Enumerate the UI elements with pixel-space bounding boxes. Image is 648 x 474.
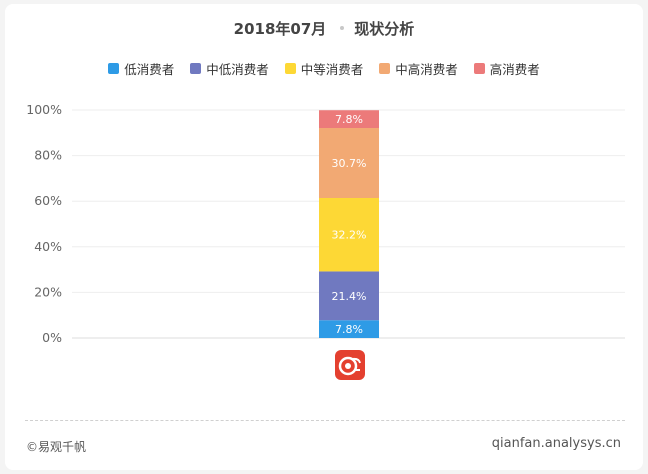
chart-card: 2018年07月 现状分析 低消费者 中低消费者 中等消费者 中高消费者 高消费者 0% 2… [5,4,643,470]
data-label: 21.4% [332,290,367,303]
title-separator-dot [340,25,345,30]
chart-legend: 低消费者 中低消费者 中等消费者 中高消费者 高消费者 [5,59,643,78]
legend-swatch [190,63,202,74]
data-label: 7.8% [335,323,363,336]
title-date: 2018年07月 [233,20,327,38]
data-label: 32.2% [332,229,367,242]
data-label: 30.7% [332,157,367,170]
legend-item: 低消费者 [108,59,174,78]
bar-segment [319,198,379,272]
legend-item: 中高消费者 [379,59,458,78]
legend-label: 低消费者 [124,62,175,77]
y-tick-label: 40% [34,239,62,254]
y-tick-label: 0% [42,330,62,345]
legend-item: 中等消费者 [284,59,364,78]
y-tick-label: 100% [26,102,62,117]
legend-item: 高消费者 [473,59,540,78]
stacked-bar-chart: 0% 20% 40% 60% 80% 100% 7.8% 21.4% 32.2% 30.7% 7.8… [26,102,625,345]
legend-label: 中高消费者 [395,62,458,77]
legend-label: 高消费者 [489,62,540,77]
y-tick-label: 20% [34,284,62,299]
chart-title: 2018年07月 现状分析 [5,18,643,39]
legend-label: 中等消费者 [300,62,364,77]
legend-item: 中低消费者 [190,59,269,78]
data-label: 7.8% [335,113,363,126]
bar-segment [319,320,379,338]
footer-website: qianfan.analysys.cn [491,436,621,451]
footer-copyright: ©易观千帆 [26,440,87,454]
footer-divider [25,420,625,421]
app-logo-icon [335,350,365,380]
title-subtitle: 现状分析 [354,20,415,38]
legend-swatch [108,63,120,74]
legend-swatch [379,63,391,74]
bar-segment [319,128,379,199]
y-tick-label: 60% [34,193,62,208]
y-tick-label: 80% [34,148,62,163]
bar-segment [319,271,379,321]
legend-swatch [473,63,485,74]
legend-label: 中低消费者 [206,62,269,77]
legend-swatch [284,63,296,74]
bar-segment [319,110,379,129]
